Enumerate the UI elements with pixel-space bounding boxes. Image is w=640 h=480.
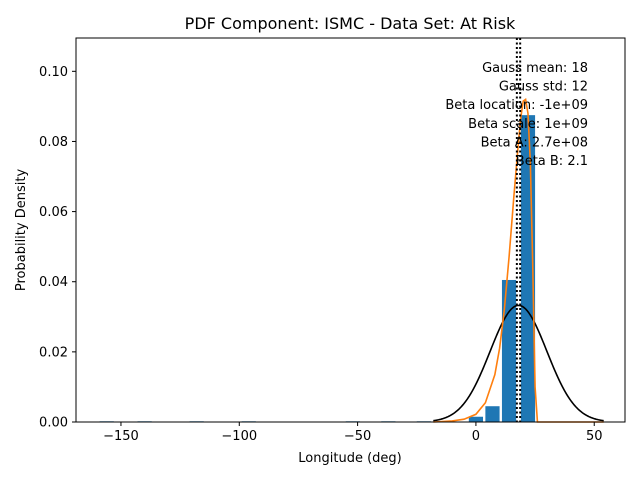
x-axis: −150 −100 −50 0 50 [103, 422, 603, 444]
x-tick-label: −100 [221, 429, 257, 444]
fit-parameter-text: Gauss mean: 18 [482, 61, 588, 76]
fit-parameter-text: Beta B: 2.1 [516, 154, 588, 169]
fit-parameter-text: Beta A: 2.7e+08 [481, 135, 588, 150]
histogram-bar [501, 279, 517, 422]
plot-area [99, 38, 604, 423]
histogram-bar [485, 406, 500, 422]
y-tick-label: 0.02 [39, 345, 68, 360]
x-tick-label: −50 [344, 429, 371, 444]
y-tick-label: 0.06 [39, 205, 68, 220]
x-axis-label: Longitude (deg) [298, 451, 401, 466]
x-tick-label: 0 [472, 429, 480, 444]
gaussian-curve [433, 304, 604, 422]
axes-frame [75, 37, 626, 423]
y-tick-label: 0.00 [39, 416, 68, 431]
fit-parameter-text: Beta scale: 1e+09 [468, 117, 588, 132]
fit-parameter-text: Beta location: -1e+09 [445, 98, 588, 113]
chart-title: PDF Component: ISMC - Data Set: At Risk [185, 14, 516, 33]
fit-parameters-box: Gauss mean: 18 Gauss std: 12 Beta location… [445, 61, 588, 169]
y-axis: 0.00 0.02 0.04 0.06 0.08 0.10 [39, 65, 76, 431]
histogram-bar [468, 416, 484, 422]
y-tick-label: 0.08 [39, 135, 68, 150]
y-tick-label: 0.04 [39, 275, 68, 290]
x-tick-label: 50 [586, 429, 603, 444]
y-axis-label: Probability Density [14, 169, 29, 292]
x-tick-label: −150 [103, 429, 139, 444]
y-tick-label: 0.10 [39, 65, 68, 80]
fit-parameter-text: Gauss std: 12 [499, 80, 588, 95]
